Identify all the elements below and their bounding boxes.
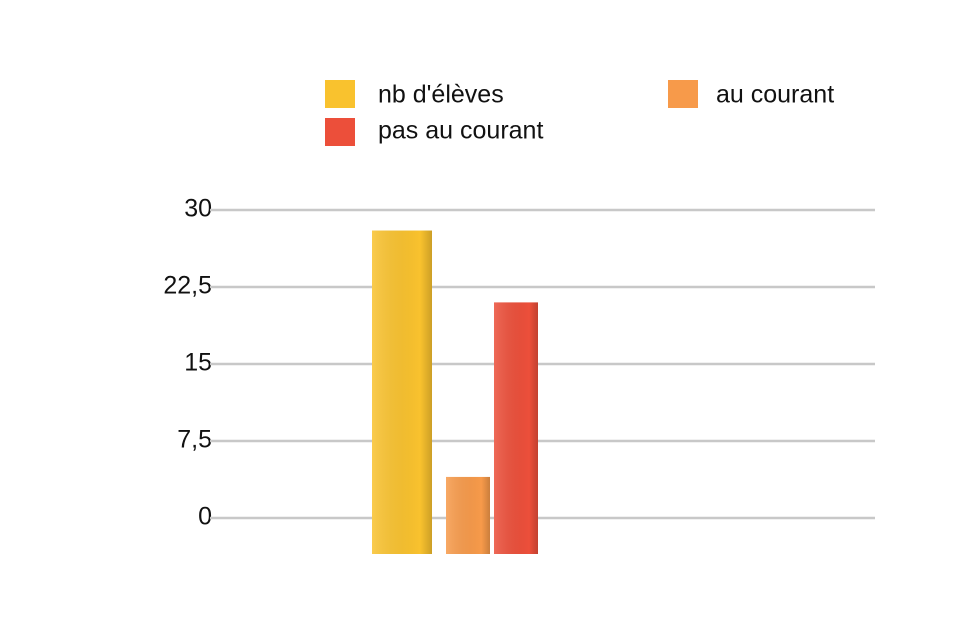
y-tick-label: 15 [184,349,212,377]
bar-shade [494,302,538,554]
legend-label: pas au courant [378,117,543,145]
legend-label: au courant [716,81,834,109]
legend-swatch [325,80,355,108]
legend-label: nb d'élèves [378,81,504,109]
y-tick-label: 0 [198,503,212,531]
y-tick-label: 22,5 [163,272,212,300]
legend-swatch [325,118,355,146]
legend-swatch [668,80,698,108]
y-tick-label: 7,5 [177,426,212,454]
y-tick-label: 30 [184,195,212,223]
bar-shade [446,476,490,554]
bar-shade [372,230,432,555]
